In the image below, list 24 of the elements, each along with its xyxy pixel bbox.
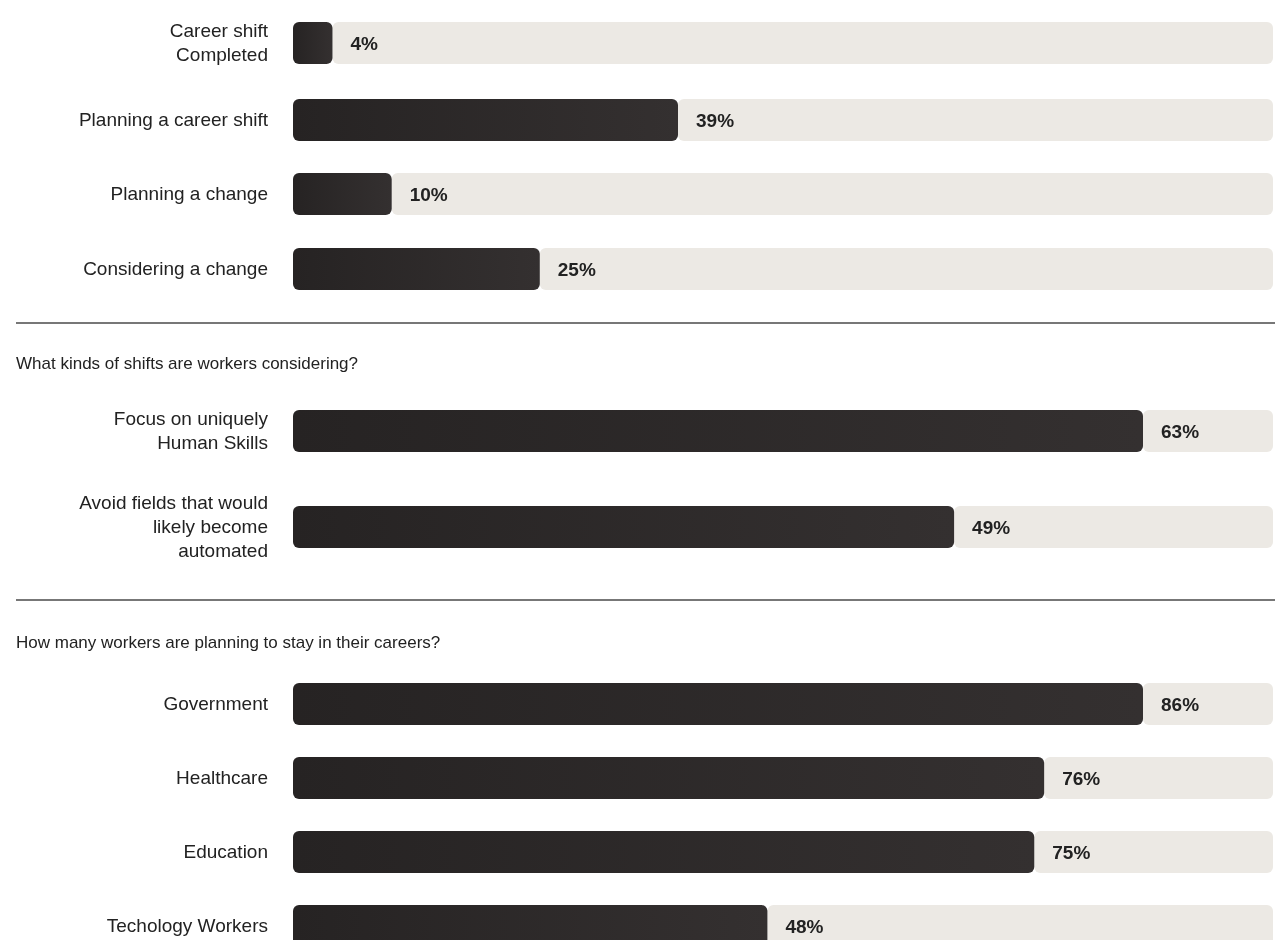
- data-label: 63%: [1161, 421, 1200, 442]
- y-tick-label: Government: [163, 693, 269, 714]
- chart-title: How many workers are planning to stay in their careers?: [16, 633, 441, 653]
- y-tick-label: Avoid fields that would likely become automated: [79, 492, 268, 561]
- bar: [293, 173, 392, 215]
- y-tick-label: Planning a career shift: [78, 109, 269, 130]
- data-label: 10%: [409, 184, 448, 205]
- data-label: 75%: [1052, 842, 1091, 863]
- y-tick-label: Focus on uniquely Human Skills: [113, 408, 269, 453]
- data-label: 86%: [1161, 694, 1200, 715]
- data-label: 39%: [696, 110, 735, 131]
- y-tick-label: Techology Workers: [106, 915, 268, 936]
- y-tick-label: Planning a change: [110, 183, 268, 204]
- data-label: 4%: [350, 33, 379, 54]
- y-tick-label: Considering a change: [83, 258, 268, 279]
- data-label: 76%: [1062, 768, 1101, 789]
- chart-title: What kinds of shifts are workers considering?: [16, 354, 359, 374]
- data-label: 48%: [785, 916, 824, 937]
- data-label: 25%: [557, 259, 596, 280]
- y-tick-label: Career shift Completed: [169, 20, 269, 65]
- data-label: 49%: [972, 517, 1011, 538]
- y-tick-label: Healthcare: [176, 767, 268, 788]
- bar: [293, 22, 333, 64]
- y-tick-label: Education: [183, 841, 268, 862]
